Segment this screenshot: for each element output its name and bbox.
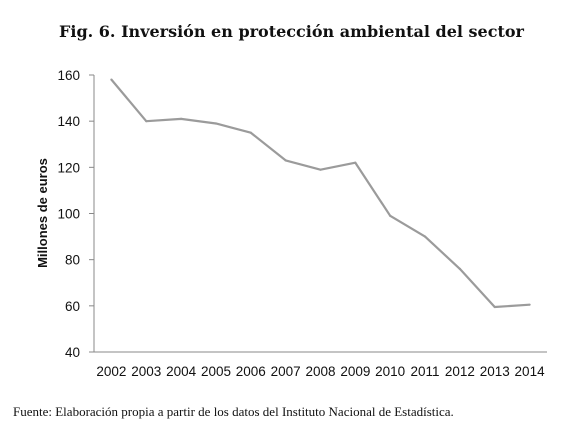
series-layer [110, 78, 531, 309]
data-point [458, 267, 461, 270]
data-point [389, 214, 392, 217]
y-tick-label: 160 [57, 68, 80, 83]
data-point [354, 161, 357, 164]
y-tick-label: 140 [57, 114, 80, 129]
x-tick-label: 2010 [375, 364, 405, 379]
source-note: Fuente: Elaboración propia a partir de l… [13, 404, 454, 419]
x-tick-labels: 2002 2003 2004 2005 2006 2007 2008 2009 2010 2011… [96, 364, 545, 379]
y-tick-label: 80 [65, 253, 80, 268]
x-tick-label: 2009 [340, 364, 370, 379]
x-tick-label: 2007 [271, 364, 301, 379]
data-point [145, 120, 148, 123]
axes [93, 75, 547, 353]
data-point [528, 303, 531, 306]
data-point [214, 122, 218, 125]
x-tick-label: 2003 [131, 364, 161, 379]
y-axis-label: Millones de euros [35, 158, 50, 268]
y-tick-labels: 40 60 80 100 120 140 160 [57, 68, 94, 360]
data-point [180, 117, 183, 120]
y-tick-label: 40 [65, 345, 80, 360]
x-tick-label: 2008 [305, 364, 335, 379]
data-point [423, 235, 427, 238]
y-tick-label: 120 [57, 160, 80, 175]
data-point [284, 159, 287, 162]
x-tick-label: 2006 [236, 364, 266, 379]
data-point [249, 131, 252, 134]
series-line [110, 78, 530, 309]
y-tick-label: 60 [65, 299, 80, 314]
y-tick-label: 100 [57, 207, 80, 222]
data-point [319, 168, 322, 171]
x-tick-label: 2012 [445, 364, 475, 379]
x-tick-label: 2011 [411, 364, 440, 379]
x-tick-label: 2014 [515, 364, 546, 379]
x-tick-label: 2002 [96, 364, 126, 379]
x-tick-label: 2004 [166, 364, 197, 379]
data-point [110, 78, 113, 81]
chart-title: Fig. 6. Inversión en protección ambienta… [59, 22, 524, 41]
x-tick-label: 2005 [201, 364, 231, 379]
data-point [493, 305, 496, 309]
x-tick-label: 2013 [480, 364, 510, 379]
